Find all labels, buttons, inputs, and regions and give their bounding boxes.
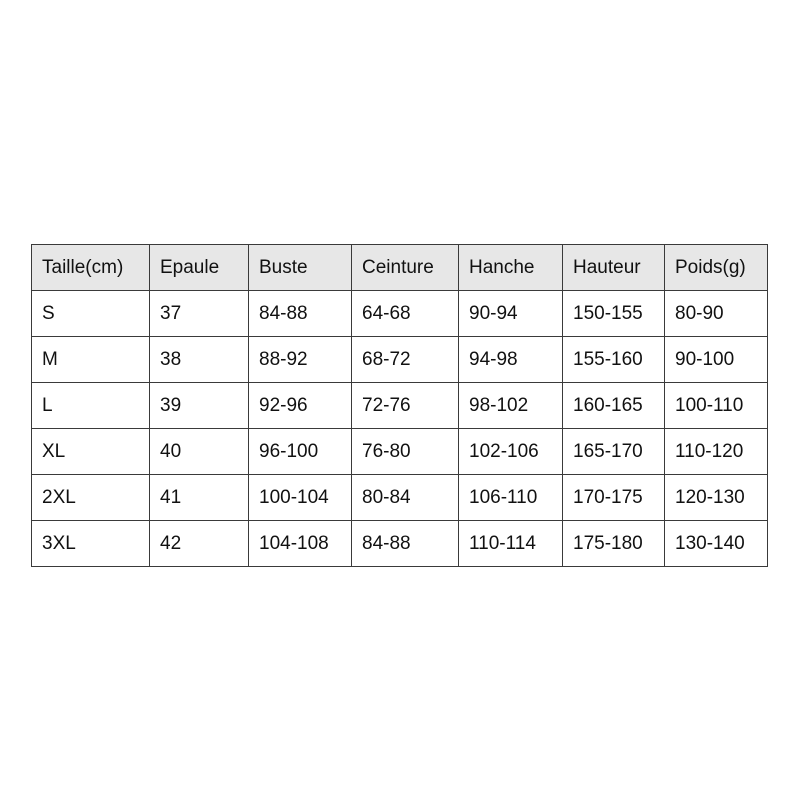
table-cell: 80-84 <box>351 474 459 521</box>
size-chart-table: Taille(cm) Epaule Buste Ceinture Hanche Haute… <box>31 244 768 567</box>
table-row: XL 40 96-100 76-80 102-106 165-170 110-120 <box>31 428 768 475</box>
column-header: Ceinture <box>351 244 459 291</box>
table-cell: 39 <box>149 382 249 429</box>
column-header: Buste <box>248 244 352 291</box>
table-cell: 64-68 <box>351 290 459 337</box>
table-cell: 104-108 <box>248 520 352 567</box>
table-cell: 150-155 <box>562 290 665 337</box>
column-header: Hanche <box>458 244 563 291</box>
header-row: Taille(cm) Epaule Buste Ceinture Hanche Haute… <box>31 244 768 291</box>
table-row: 2XL 41 100-104 80-84 106-110 170-175 120-130 <box>31 474 768 521</box>
table-cell: 175-180 <box>562 520 665 567</box>
table-cell: S <box>31 290 150 337</box>
column-header: Epaule <box>149 244 249 291</box>
table-cell: 38 <box>149 336 249 383</box>
column-header: Taille(cm) <box>31 244 150 291</box>
table-cell: 40 <box>149 428 249 475</box>
table-row: L 39 92-96 72-76 98-102 160-165 100-110 <box>31 382 768 429</box>
table-cell: 68-72 <box>351 336 459 383</box>
table-cell: 165-170 <box>562 428 665 475</box>
table-cell: 42 <box>149 520 249 567</box>
table-cell: 90-100 <box>664 336 768 383</box>
table-cell: 155-160 <box>562 336 665 383</box>
column-header: Hauteur <box>562 244 665 291</box>
table-cell: 130-140 <box>664 520 768 567</box>
table-cell: M <box>31 336 150 383</box>
table-cell: 160-165 <box>562 382 665 429</box>
table-cell: 80-90 <box>664 290 768 337</box>
table-row: 3XL 42 104-108 84-88 110-114 175-180 130-140 <box>31 520 768 567</box>
table-row: M 38 88-92 68-72 94-98 155-160 90-100 <box>31 336 768 383</box>
table-cell: 94-98 <box>458 336 563 383</box>
table-cell: 106-110 <box>458 474 563 521</box>
table-cell: 120-130 <box>664 474 768 521</box>
table-cell: 96-100 <box>248 428 352 475</box>
table-cell: 98-102 <box>458 382 563 429</box>
table-cell: 92-96 <box>248 382 352 429</box>
table-cell: 2XL <box>31 474 150 521</box>
table-cell: 84-88 <box>248 290 352 337</box>
table-cell: 110-114 <box>458 520 563 567</box>
table-cell: 41 <box>149 474 249 521</box>
table-cell: 84-88 <box>351 520 459 567</box>
table-cell: XL <box>31 428 150 475</box>
table-row: S 37 84-88 64-68 90-94 150-155 80-90 <box>31 290 768 337</box>
table-cell: L <box>31 382 150 429</box>
table-cell: 100-104 <box>248 474 352 521</box>
table-cell: 110-120 <box>664 428 768 475</box>
table-cell: 102-106 <box>458 428 563 475</box>
table-cell: 37 <box>149 290 249 337</box>
table-cell: 90-94 <box>458 290 563 337</box>
table-cell: 3XL <box>31 520 150 567</box>
column-header: Poids(g) <box>664 244 768 291</box>
table-cell: 88-92 <box>248 336 352 383</box>
table-cell: 170-175 <box>562 474 665 521</box>
table-cell: 76-80 <box>351 428 459 475</box>
table-cell: 72-76 <box>351 382 459 429</box>
table-cell: 100-110 <box>664 382 768 429</box>
